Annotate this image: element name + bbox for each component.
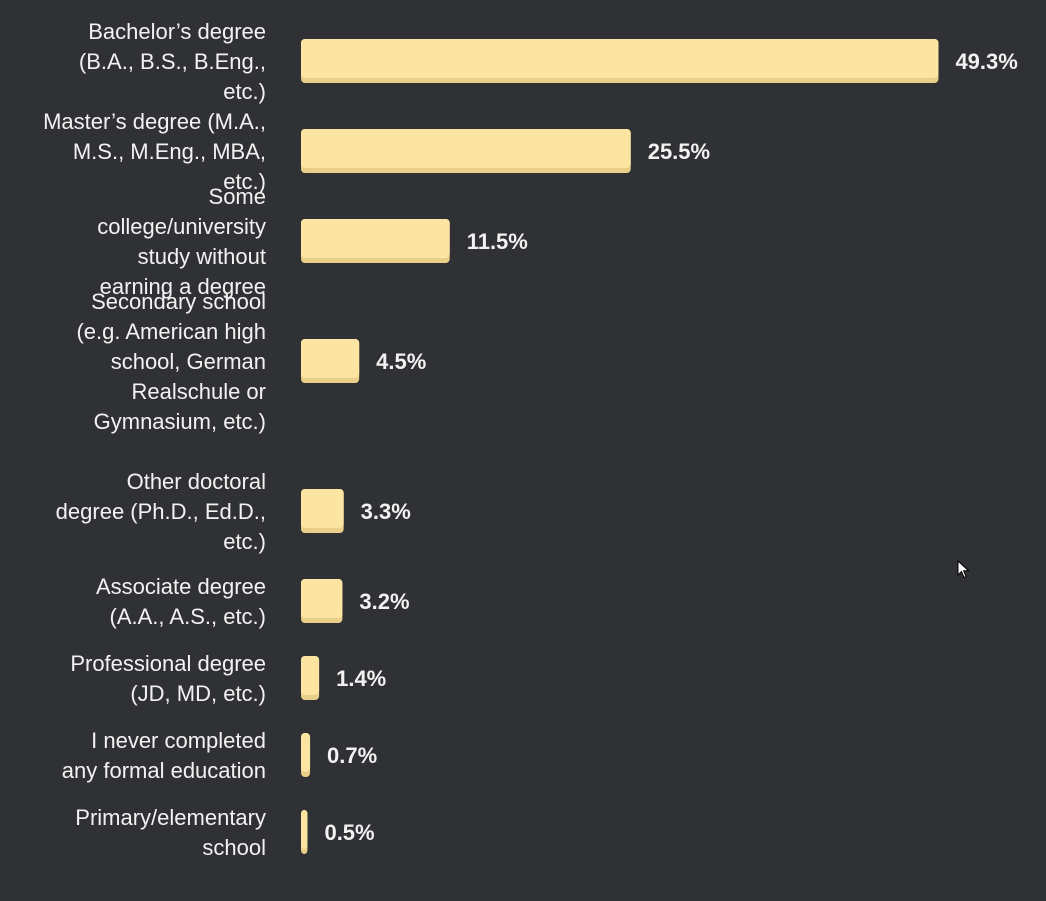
bar xyxy=(301,579,343,618)
bar-row: Other doctoral degree (Ph.D., Ed.D., etc.)… xyxy=(56,469,411,554)
category-label: Primary/elementary school xyxy=(75,805,266,860)
value-label: 3.2% xyxy=(359,589,409,614)
bar xyxy=(301,656,320,695)
bar xyxy=(301,129,631,168)
bar-row: Bachelor’s degree (B.A., B.S., B.Eng., etc… xyxy=(79,19,1018,104)
bar-row: Professional degree (JD, MD, etc.) 1.4% xyxy=(70,651,386,706)
value-label: 11.5% xyxy=(467,229,528,254)
value-label: 0.7% xyxy=(327,743,377,768)
bar xyxy=(301,733,311,772)
category-label: Associate degree (A.A., A.S., etc.) xyxy=(96,574,266,629)
bar-row: I never completed any formal education 0.7… xyxy=(62,728,377,783)
bar xyxy=(301,219,450,258)
bar xyxy=(301,339,360,378)
bar-row: Some college/university study without earni… xyxy=(97,184,528,299)
bar-row: Primary/elementary school 0.5% xyxy=(75,805,374,860)
bar-row: Secondary school (e.g. American high schoo… xyxy=(76,289,426,434)
category-label: I never completed any formal education xyxy=(62,728,266,783)
category-label: Secondary school (e.g. American high schoo… xyxy=(76,289,266,434)
value-label: 0.5% xyxy=(324,820,374,845)
bar-row: Associate degree (A.A., A.S., etc.) 3.2% xyxy=(96,574,410,629)
value-label: 49.3% xyxy=(955,49,1017,74)
value-label: 4.5% xyxy=(376,349,426,374)
category-label: Some college/university study without earni… xyxy=(97,184,266,299)
category-label: Other doctoral degree (Ph.D., Ed.D., etc.) xyxy=(56,469,266,554)
bar-row: Master’s degree (M.A., M.S., M.Eng., MBA,… xyxy=(43,109,710,194)
bar xyxy=(301,39,939,78)
category-label: Professional degree (JD, MD, etc.) xyxy=(70,651,266,706)
category-label: Master’s degree (M.A., M.S., M.Eng., MBA,… xyxy=(43,109,266,194)
bar xyxy=(301,810,308,849)
value-label: 25.5% xyxy=(648,139,710,164)
bar xyxy=(301,489,344,528)
mouse-pointer-icon xyxy=(957,560,970,579)
value-label: 1.4% xyxy=(336,666,386,691)
category-label: Bachelor’s degree (B.A., B.S., B.Eng., etc… xyxy=(79,19,266,104)
value-label: 3.3% xyxy=(361,499,411,524)
